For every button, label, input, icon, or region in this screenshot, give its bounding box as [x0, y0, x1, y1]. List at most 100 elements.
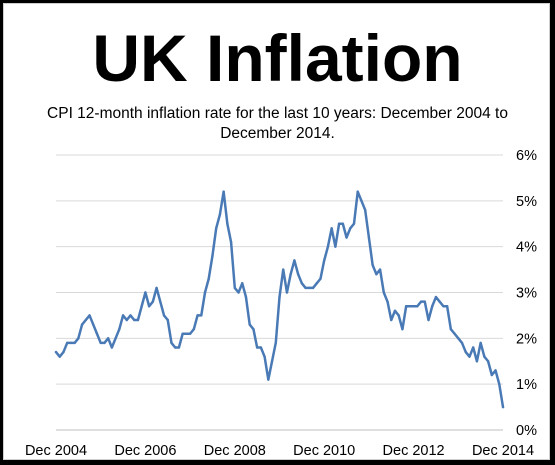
data-point	[408, 305, 412, 308]
data-point	[62, 350, 65, 354]
data-point	[472, 346, 475, 349]
data-point	[363, 208, 367, 212]
data-point	[166, 318, 169, 322]
data-point	[460, 341, 464, 345]
data-point	[453, 332, 456, 335]
data-point	[140, 305, 143, 308]
data-point	[416, 305, 419, 308]
data-point	[233, 286, 236, 290]
data-point	[151, 300, 155, 303]
data-point	[315, 282, 318, 285]
data-point	[326, 245, 330, 248]
data-point	[334, 245, 337, 248]
data-point	[203, 291, 207, 294]
data-point	[438, 300, 441, 303]
y-tick-label: 1%	[516, 377, 537, 393]
x-tick-label: Dec 2006	[114, 443, 176, 459]
data-point	[181, 332, 184, 335]
data-point	[207, 277, 210, 280]
data-point	[147, 305, 151, 308]
data-point	[337, 222, 341, 225]
data-point	[449, 327, 453, 331]
data-point	[133, 318, 136, 322]
data-point	[73, 341, 76, 345]
data-point	[226, 222, 229, 225]
data-point	[118, 327, 121, 331]
data-point	[483, 355, 486, 358]
data-point	[378, 268, 382, 271]
data-point	[498, 382, 501, 386]
data-point	[311, 286, 315, 290]
data-point	[54, 350, 58, 354]
data-point	[244, 295, 248, 299]
x-tick-label: Dec 2012	[383, 443, 445, 459]
data-point	[323, 259, 326, 262]
data-point	[121, 314, 125, 317]
data-point	[390, 318, 393, 322]
data-point	[345, 236, 348, 239]
data-point	[214, 227, 218, 230]
data-point	[248, 323, 251, 326]
data-point	[65, 341, 69, 345]
data-point	[419, 300, 423, 303]
line-chart: 0%1%2%3%4%5%6% Dec 2004 Dec 2006 Dec 2008 D…	[25, 148, 537, 459]
data-point	[393, 309, 397, 313]
data-point	[259, 346, 263, 349]
data-point	[162, 314, 166, 317]
data-point	[300, 282, 304, 285]
data-point	[486, 360, 490, 363]
data-point	[103, 341, 106, 345]
data-point	[412, 305, 415, 308]
y-tick-label: 6%	[516, 148, 537, 164]
data-point	[427, 318, 430, 322]
data-point	[177, 346, 181, 349]
data-point	[192, 327, 196, 331]
data-point	[274, 341, 277, 345]
data-point	[434, 295, 438, 299]
data-point	[99, 341, 102, 345]
y-tick-label: 2%	[516, 331, 537, 347]
y-axis-ticks: 0% 1% 2% 3% 4% 5% 6%	[516, 148, 537, 439]
data-point	[114, 337, 117, 340]
data-point	[296, 272, 300, 276]
data-point	[84, 318, 88, 322]
data-point	[159, 300, 162, 303]
chart-frame: UK Inflation CPI 12-month inflation rate…	[3, 3, 550, 460]
data-point	[319, 277, 322, 280]
data-point	[371, 263, 374, 267]
data-point	[211, 254, 214, 258]
data-point	[125, 318, 128, 322]
data-point	[397, 314, 400, 317]
data-point	[382, 291, 385, 294]
data-point	[386, 300, 389, 303]
data-point	[445, 305, 449, 308]
x-axis-ticks: Dec 2004 Dec 2006 Dec 2008 Dec 2010 Dec 2012…	[25, 443, 534, 459]
data-point	[200, 314, 203, 317]
data-point	[95, 332, 99, 335]
data-point	[293, 259, 296, 262]
data-point	[475, 360, 479, 363]
data-point	[360, 199, 363, 203]
data-point	[77, 337, 80, 340]
data-point	[222, 190, 225, 193]
data-point	[479, 341, 482, 345]
data-point	[263, 355, 266, 358]
data-point	[349, 227, 352, 230]
main-title: UK Inflation	[92, 21, 463, 95]
data-point	[170, 341, 173, 345]
data-point	[282, 268, 285, 271]
y-tick-label: 3%	[516, 286, 537, 302]
data-point	[174, 346, 177, 349]
data-point	[267, 378, 270, 381]
data-point	[341, 222, 345, 225]
y-tick-label: 5%	[516, 194, 537, 210]
data-point	[129, 314, 132, 317]
chart-subtitle: CPI 12-month inflation rate for the last…	[47, 105, 508, 142]
data-point	[229, 240, 233, 244]
x-tick-label: Dec 2008	[204, 443, 266, 459]
data-point	[468, 355, 471, 358]
data-point	[308, 286, 311, 290]
data-point	[330, 227, 333, 230]
data-point	[218, 213, 222, 216]
data-point	[106, 337, 110, 340]
